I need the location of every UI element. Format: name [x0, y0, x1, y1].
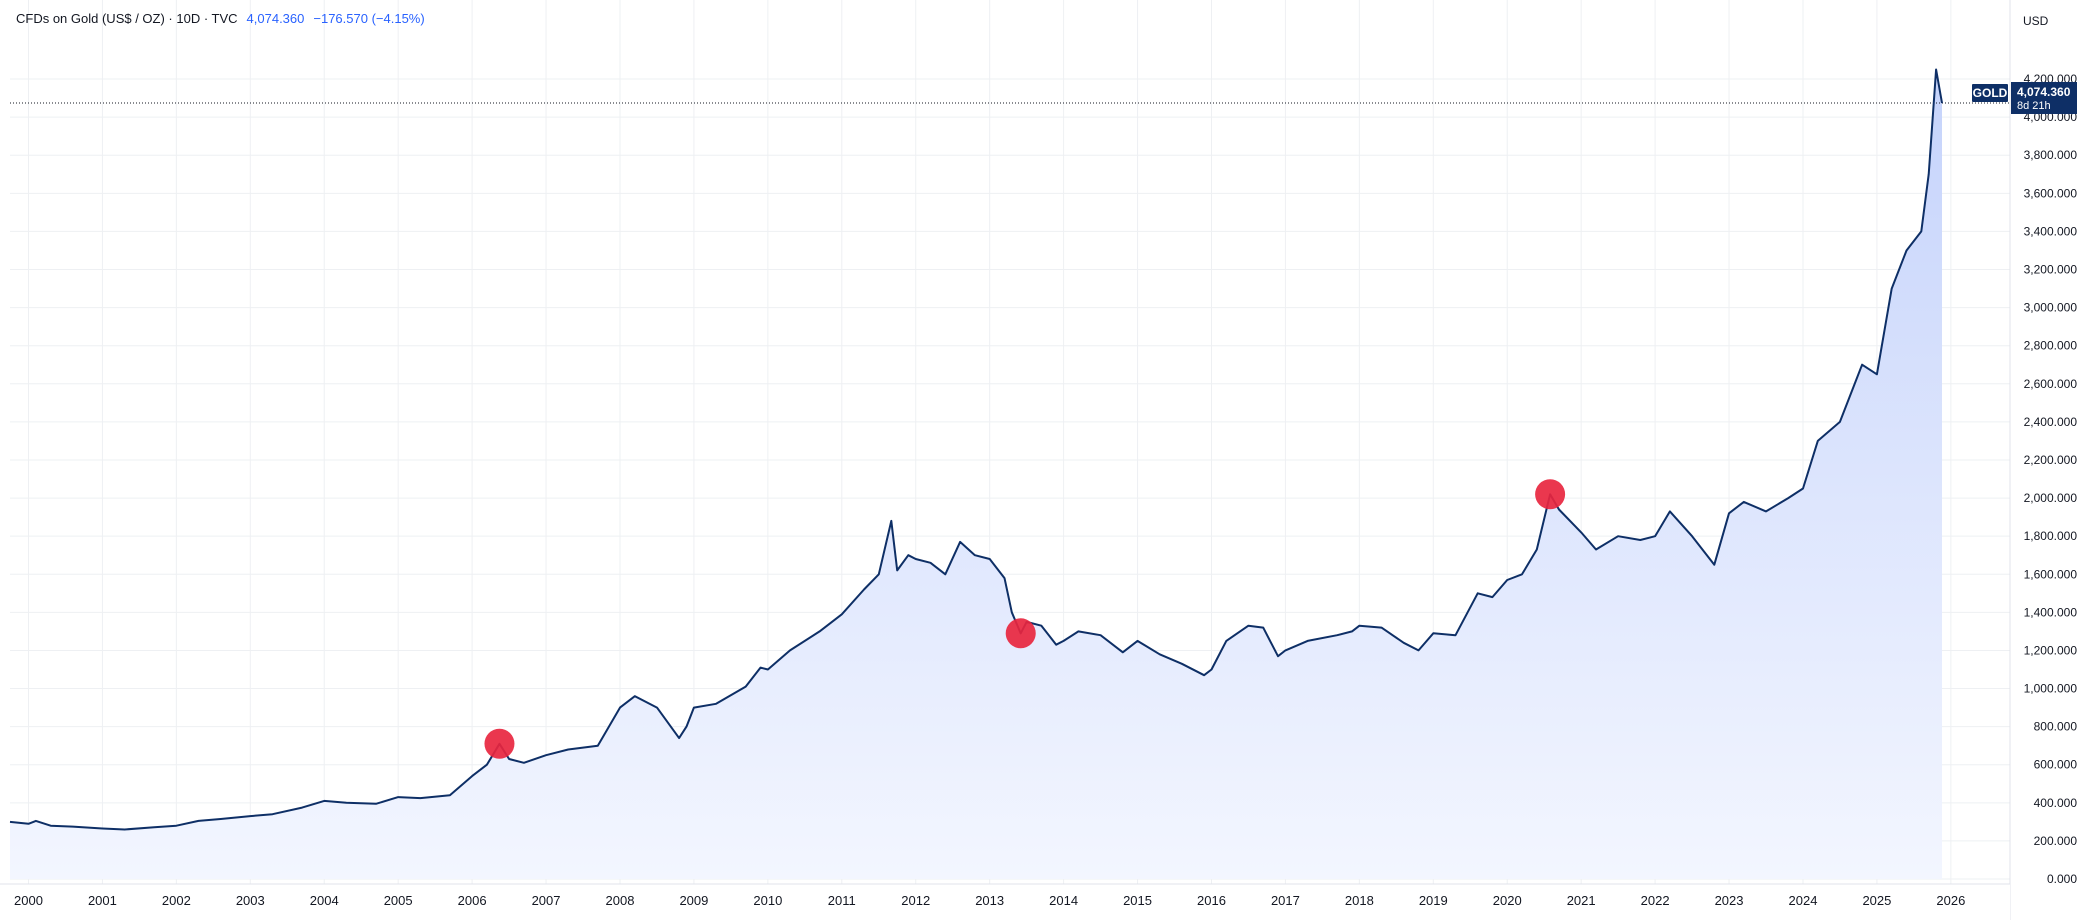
- x-tick-label: 2019: [1419, 893, 1448, 908]
- x-tick-label: 2007: [532, 893, 561, 908]
- y-tick-label: 2,400.000: [2024, 415, 2078, 429]
- x-tick-label: 2006: [458, 893, 487, 908]
- x-axis-ticks: 2000 2001 2002 2003 2004 2005 2006 2007 2008 2009…: [14, 893, 1965, 908]
- price-tag-countdown: 8d 21h: [2017, 100, 2051, 112]
- x-tick-label: 2003: [236, 893, 265, 908]
- y-tick-label: 1,800.000: [2024, 529, 2078, 543]
- price-area-fill: [10, 69, 1942, 879]
- x-tick-label: 2004: [310, 893, 339, 908]
- x-tick-label: 2024: [1789, 893, 1818, 908]
- y-tick-label: 3,400.000: [2024, 224, 2078, 238]
- x-tick-label: 2001: [88, 893, 117, 908]
- y-tick-label: 2,200.000: [2024, 453, 2078, 467]
- x-tick-label: 2012: [901, 893, 930, 908]
- x-tick-label: 2017: [1271, 893, 1300, 908]
- y-tick-label: 1,000.000: [2024, 682, 2078, 696]
- event-markers: [484, 479, 1566, 759]
- y-tick-label: 3,000.000: [2024, 301, 2078, 315]
- y-tick-label: 800.000: [2034, 720, 2078, 734]
- y-tick-label: 3,200.000: [2024, 263, 2078, 277]
- x-tick-label: 2025: [1862, 893, 1891, 908]
- x-tick-label: 2015: [1123, 893, 1152, 908]
- symbol-tag-label: GOLD: [1973, 86, 2008, 100]
- y-tick-label: 1,200.000: [2024, 643, 2078, 657]
- price-change: −176.570 (−4.15%): [313, 11, 425, 26]
- symbol-title[interactable]: CFDs on Gold (US$ / OZ) · 10D · TVC: [16, 11, 238, 26]
- y-tick-label: 400.000: [2034, 796, 2078, 810]
- symbol-tag-bg: [1972, 84, 2008, 102]
- x-tick-label: 2011: [828, 893, 856, 908]
- x-tick-label: 2008: [606, 893, 635, 908]
- x-tick-label: 2005: [384, 893, 413, 908]
- price-tag: GOLD 4,074.360 8d 21h: [1972, 82, 2077, 114]
- x-tick-label: 2021: [1567, 893, 1596, 908]
- y-tick-label: 2,800.000: [2024, 339, 2078, 353]
- y-tick-label: 200.000: [2034, 834, 2078, 848]
- last-price: 4,074.360: [246, 11, 305, 26]
- y-tick-label: 600.000: [2034, 758, 2078, 772]
- x-tick-label: 2018: [1345, 893, 1374, 908]
- y-tick-label: 3,600.000: [2024, 186, 2078, 200]
- y-tick-label: 2,600.000: [2024, 377, 2078, 391]
- price-tag-value: 4,074.360: [2017, 85, 2071, 99]
- x-tick-label: 2026: [1936, 893, 1965, 908]
- event-marker[interactable]: [1005, 618, 1036, 649]
- price-axis-panel: [2010, 0, 2093, 920]
- chart-header: CFDs on Gold (US$ / OZ) · 10D · TVC 4,07…: [16, 10, 425, 28]
- price-tag-bg: [2011, 82, 2077, 114]
- y-tick-label: 1,400.000: [2024, 605, 2078, 619]
- y-tick-label: 2,000.000: [2024, 491, 2078, 505]
- x-tick-label: 2010: [753, 893, 782, 908]
- time-axis-panel: [0, 884, 2010, 920]
- x-tick-label: 2009: [679, 893, 708, 908]
- x-tick-label: 2013: [975, 893, 1004, 908]
- x-tick-label: 2022: [1641, 893, 1670, 908]
- x-tick-label: 2020: [1493, 893, 1522, 908]
- x-tick-label: 2023: [1715, 893, 1744, 908]
- x-tick-label: 2016: [1197, 893, 1226, 908]
- y-tick-label: 0.000: [2047, 872, 2077, 886]
- y-tick-label: 3,800.000: [2024, 148, 2078, 162]
- x-tick-label: 2002: [162, 893, 191, 908]
- x-tick-label: 2000: [14, 893, 43, 908]
- x-tick-label: 2014: [1049, 893, 1078, 908]
- y-tick-label: 1,600.000: [2024, 567, 2078, 581]
- event-marker[interactable]: [484, 728, 515, 759]
- event-marker[interactable]: [1535, 479, 1566, 510]
- currency-label[interactable]: USD: [2023, 14, 2049, 28]
